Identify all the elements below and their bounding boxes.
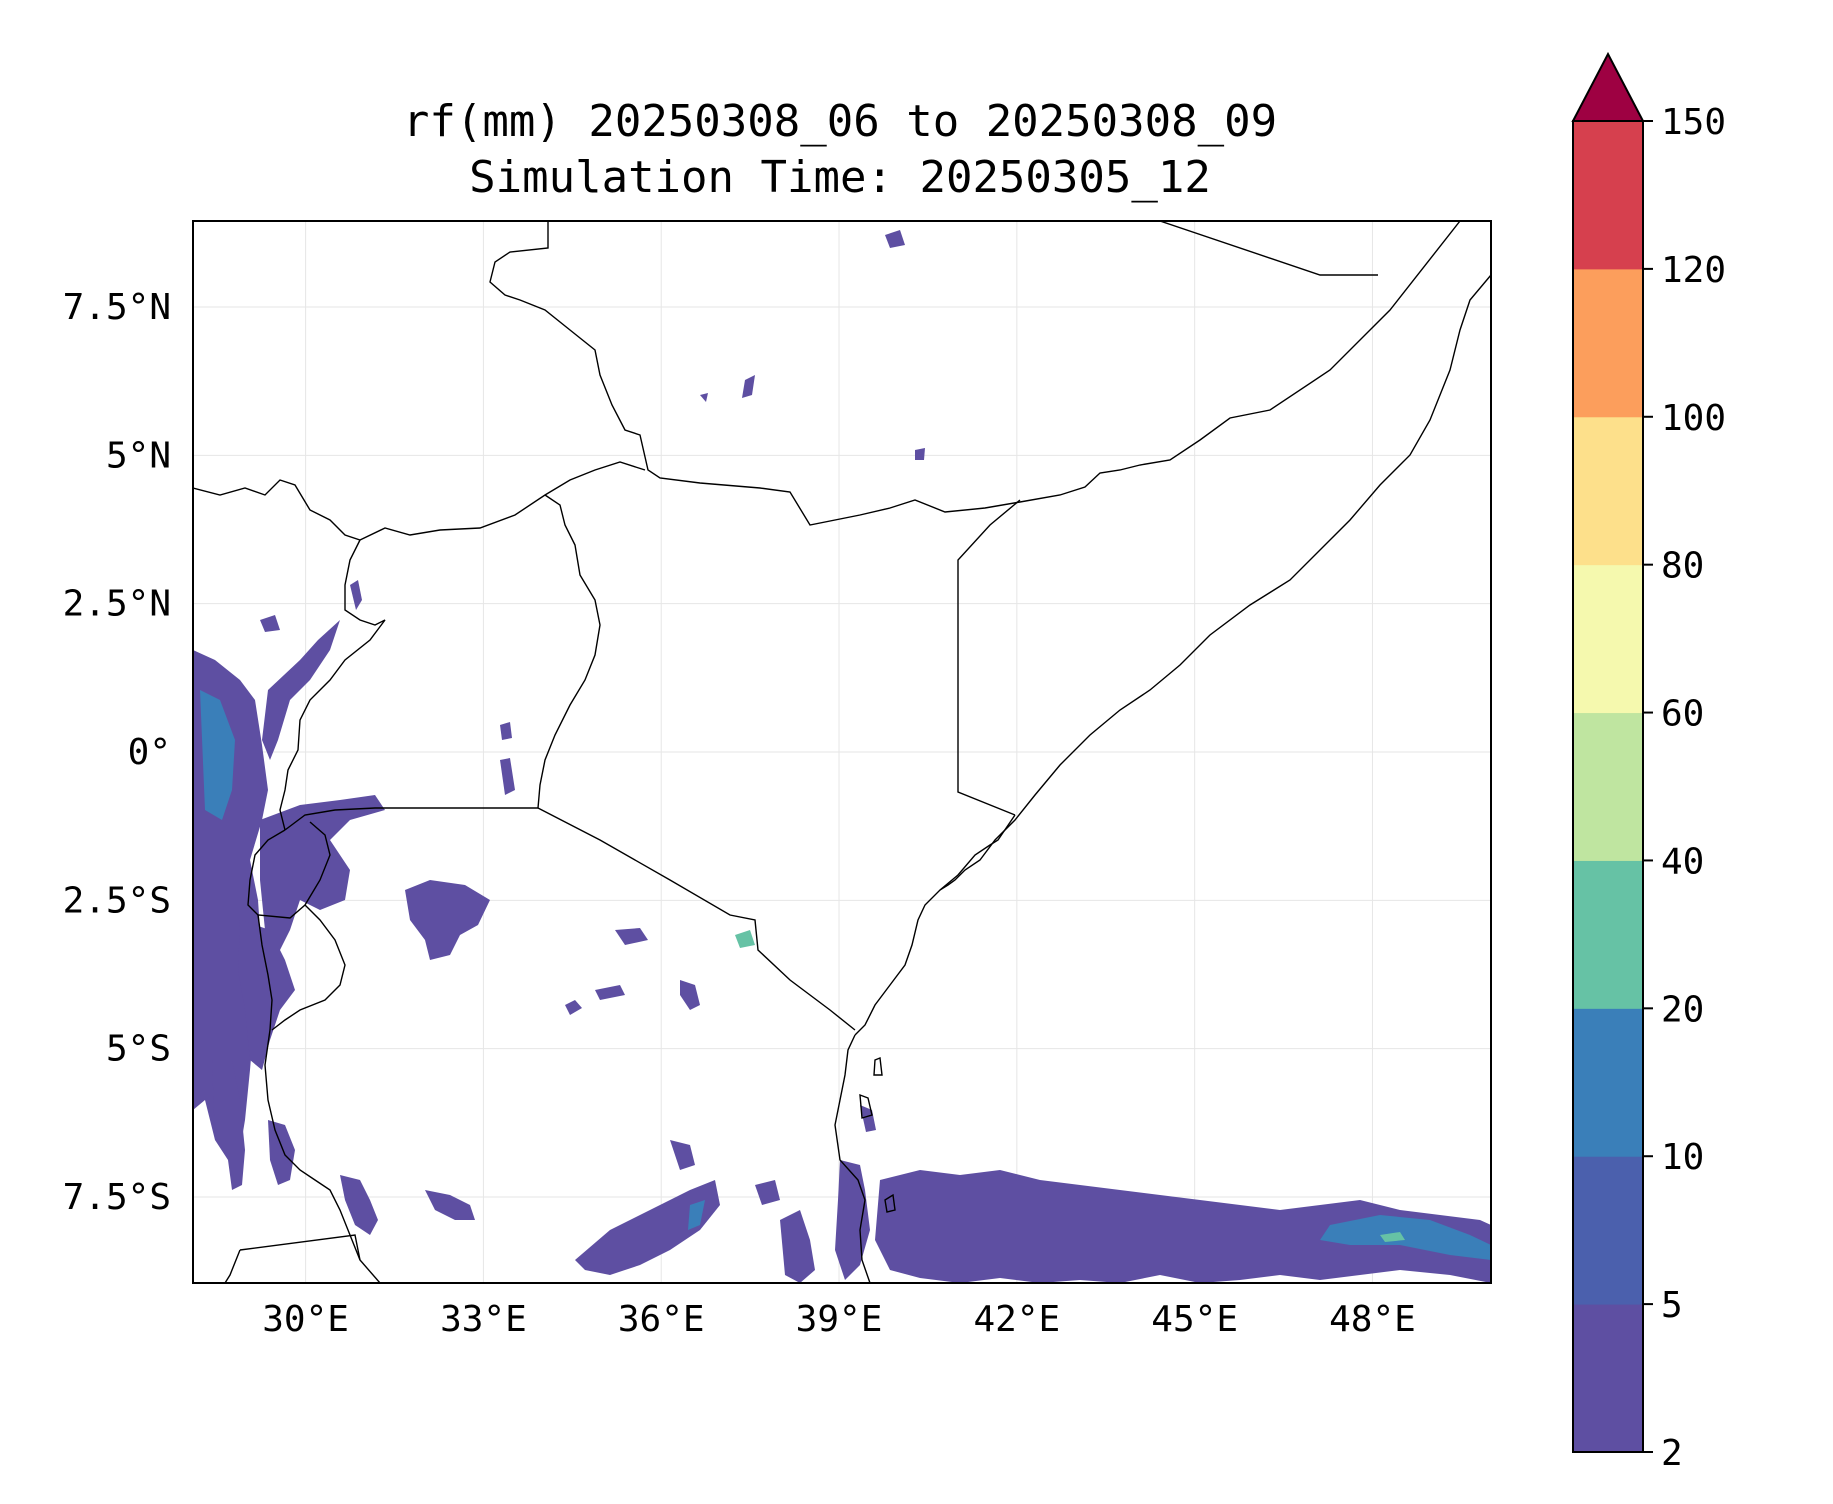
y-tick-label: 2.5°N: [63, 584, 171, 625]
border-mafia: [884, 1193, 896, 1213]
colorbar-segment: [1573, 1156, 1643, 1305]
x-tick-label: 33°E: [440, 1299, 527, 1340]
rain-patch-west-lower: [268, 1120, 295, 1185]
rain-cell-ethiopia-3: [885, 230, 905, 248]
rain-patch-kilimanjaro: [735, 930, 755, 948]
x-tick-label: 42°E: [973, 1299, 1060, 1340]
colorbar-segment: [1573, 1008, 1643, 1157]
colorbar-tick-label: 60: [1661, 694, 1704, 735]
border-pemba: [873, 1057, 883, 1076]
country-borders: [193, 221, 1491, 1283]
border-rwanda-burundi: [247, 821, 331, 919]
colorbar-frame: [1572, 120, 1644, 1453]
rain-patch-s-tanzania: [340, 1175, 378, 1235]
colorbar-segment: [1573, 121, 1643, 270]
rain-patch-ne-uganda: [350, 580, 362, 610]
colorbar-extend-arrow: [1571, 51, 1645, 122]
rain-cell-ethiopia-1: [742, 375, 755, 398]
rain-cell-sudan-1: [500, 722, 512, 740]
colorbar-tick-label: 100: [1661, 398, 1726, 439]
border-south-sudan-uganda: [193, 461, 646, 541]
border-kenya-ethiopia: [939, 814, 1016, 891]
border-sw-coast: [224, 1249, 241, 1283]
border-uganda-drc: [279, 539, 386, 831]
colorbar-tick-label: 40: [1661, 841, 1704, 882]
rain-patch-lake-victoria-south: [405, 880, 490, 960]
colorbar-segment: [1573, 712, 1643, 861]
colorbar-tick-label: 120: [1661, 250, 1726, 291]
colorbar-segment: [1573, 1304, 1643, 1453]
x-tick-label: 36°E: [618, 1299, 705, 1340]
rain-patch-se-tz-core: [688, 1200, 705, 1230]
rain-patch-tanganyika: [238, 920, 295, 1070]
border-zambia: [239, 1234, 361, 1261]
y-axis-ticks: 7.5°N 5°N 2.5°N 0° 2.5°S 5°S 7.5°S: [63, 287, 171, 1218]
x-tick-label: 45°E: [1151, 1299, 1238, 1340]
rain-cell-ethiopia-2: [700, 393, 708, 402]
border-drc-tanzania-west: [271, 904, 346, 1031]
rain-patch-central-tz-4: [595, 985, 625, 1000]
colorbar: 2 5 10 20 40 60 80 100 120 150: [1571, 51, 1726, 1474]
border-ethiopia-somalia-east: [1159, 221, 1378, 276]
rain-patch-coast-tz: [780, 1210, 815, 1283]
map-frame: [192, 220, 1492, 1284]
border-lake-victoria: [284, 807, 538, 831]
rain-patch-central-tz-3: [680, 980, 700, 1010]
colorbar-tick-label: 80: [1661, 546, 1704, 587]
rain-patch-west-core: [200, 690, 235, 820]
colorbar-tick-label: 5: [1661, 1285, 1683, 1326]
rain-patch-lake-victoria-north: [262, 620, 340, 760]
border-tanganyika: [257, 914, 381, 1283]
colorbar-segment: [1573, 416, 1643, 566]
x-axis-ticks: 30°E 33°E 36°E 39°E 42°E 45°E 48°E: [262, 1299, 1416, 1340]
y-tick-label: 5°N: [106, 435, 171, 476]
rain-cell-n-uganda: [260, 615, 280, 632]
y-tick-label: 2.5°S: [63, 880, 171, 921]
rain-cell-ethiopia-4: [915, 448, 925, 460]
rain-patch-zanzibar: [860, 1105, 876, 1132]
y-tick-label: 5°S: [106, 1029, 171, 1070]
border-uganda-kenya: [537, 494, 601, 809]
rain-patch-central-tz-2: [615, 928, 648, 945]
rain-patch-se-tz-2: [670, 1140, 695, 1170]
colorbar-tick-label: 10: [1661, 1137, 1704, 1178]
rain-patch-central-tz-1: [565, 1000, 582, 1015]
border-zanzibar: [859, 1093, 873, 1119]
colorbar-segment: [1573, 564, 1643, 714]
rain-patch-se-tz-band: [575, 1180, 720, 1275]
border-kenya-somalia: [957, 499, 1021, 816]
colorbar-tick-label: 150: [1661, 102, 1726, 143]
colorbar-segment: [1573, 860, 1643, 1009]
rain-band-ocean-core-2: [1380, 1232, 1405, 1242]
map-area: [193, 221, 1491, 1283]
rain-patch-rwanda: [260, 795, 385, 960]
title-line-2: Simulation Time: 20250305_12: [469, 152, 1211, 203]
rain-band-ocean: [875, 1170, 1491, 1283]
x-tick-label: 39°E: [796, 1299, 883, 1340]
border-tz-mozambique-coast: [834, 1034, 871, 1283]
y-tick-label: 7.5°S: [63, 1177, 171, 1218]
y-tick-label: 0°: [128, 732, 171, 773]
colorbar-tick-label: 20: [1661, 989, 1704, 1030]
x-tick-label: 30°E: [262, 1299, 349, 1340]
border-sudan-south-sudan-ethiopia: [489, 221, 1461, 526]
rain-patch-w-kenya: [500, 758, 515, 795]
y-tick-label: 7.5°N: [63, 287, 171, 328]
x-tick-label: 48°E: [1329, 1299, 1416, 1340]
rain-patch-sw: [212, 1060, 245, 1190]
colorbar-tick-label: 2: [1661, 1433, 1683, 1474]
colorbar-segment: [1573, 268, 1643, 418]
border-kenya-tanzania: [537, 807, 856, 1031]
rain-band-ocean-core: [1320, 1215, 1491, 1260]
border-somalia-coast: [854, 274, 1491, 1036]
rain-patch-se-tz-3: [755, 1180, 780, 1205]
rainfall-contours: [193, 230, 1491, 1283]
rain-patch-s-tanzania-2: [425, 1190, 475, 1220]
title-line-1: rf(mm) 20250308_06 to 20250308_09: [403, 96, 1277, 147]
